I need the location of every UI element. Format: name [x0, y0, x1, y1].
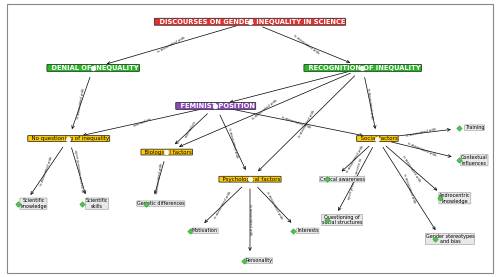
Text: is associated with: is associated with [157, 36, 186, 54]
Text: Scientific
knowledge: Scientific knowledge [20, 198, 46, 209]
Text: is associated with: is associated with [402, 173, 416, 204]
Text: Androcentric
knowledge: Androcentric knowledge [439, 193, 470, 204]
Text: is associated with: is associated with [155, 162, 164, 194]
Text: Scientific
skills: Scientific skills [86, 198, 108, 209]
Text: Motivation: Motivation [192, 228, 218, 233]
Text: DENIAL OF INEQUALITY: DENIAL OF INEQUALITY [48, 65, 139, 71]
Text: is associated with: is associated with [248, 204, 252, 236]
Text: is associated with: is associated with [251, 99, 278, 121]
Text: Training: Training [464, 125, 484, 130]
Text: is associated with: is associated with [402, 154, 422, 183]
Text: is associated with: is associated with [40, 156, 54, 186]
Text: Interests: Interests [297, 228, 318, 233]
Text: upon prevents access to: upon prevents access to [347, 158, 364, 201]
Text: FEMINIST POSITION: FEMINIST POSITION [176, 103, 255, 109]
Text: Critical awareness: Critical awareness [320, 177, 364, 182]
Text: RECOGNITION OF INEQUALITY: RECOGNITION OF INEQUALITY [304, 65, 421, 71]
Text: is associated with: is associated with [227, 127, 238, 158]
Text: Psychological factors: Psychological factors [220, 177, 280, 182]
Text: Gender stereotypes
and bias: Gender stereotypes and bias [426, 234, 474, 244]
Text: is associated with: is associated with [76, 88, 86, 119]
Text: No questioning of inequality: No questioning of inequality [28, 136, 110, 141]
Text: Personality: Personality [246, 258, 272, 263]
Text: contradicts: contradicts [132, 117, 152, 128]
Text: is associated with: is associated with [292, 34, 320, 56]
Text: Contextual
influences: Contextual influences [461, 155, 488, 166]
Text: upon prevents access to: upon prevents access to [73, 150, 84, 193]
Text: is associated with: is associated with [366, 88, 374, 119]
Text: is associated with: is associated with [297, 109, 316, 138]
Text: is associated with: is associated with [346, 144, 365, 173]
Text: is associated with: is associated with [214, 190, 233, 220]
Text: contradicts: contradicts [184, 120, 198, 138]
Text: is associated with: is associated with [406, 141, 436, 158]
Text: is associated with: is associated with [266, 190, 283, 220]
Text: is associated with: is associated with [281, 115, 312, 129]
Text: is associated with: is associated with [406, 128, 437, 138]
Text: Genetic differences: Genetic differences [137, 201, 184, 206]
Text: Biological factors: Biological factors [142, 150, 192, 155]
Text: Questioning of
social structures: Questioning of social structures [322, 215, 362, 225]
Text: Social factors: Social factors [357, 136, 398, 141]
Text: DISCOURSES ON GENDER INEQUALITY IN SCIENCE: DISCOURSES ON GENDER INEQUALITY IN SCIEN… [155, 19, 345, 25]
